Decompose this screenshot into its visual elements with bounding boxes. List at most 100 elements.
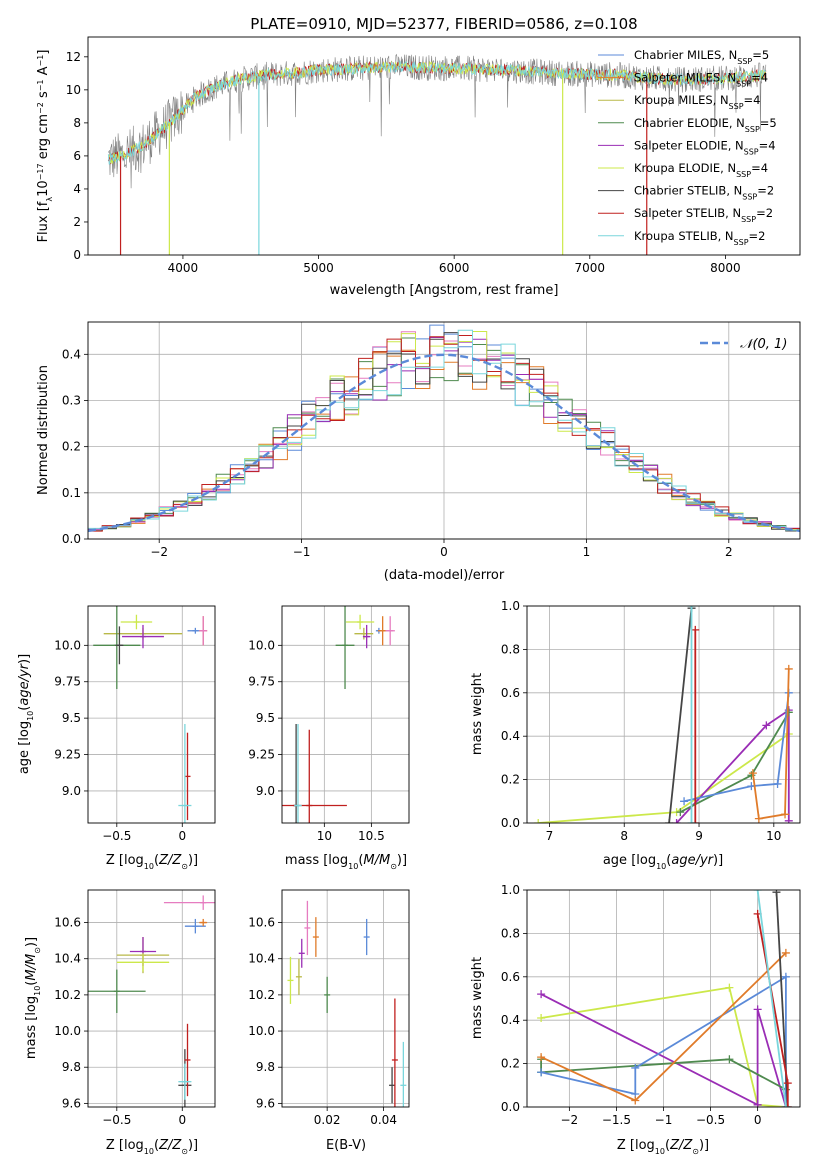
y-tick-label: 0.4 (501, 729, 520, 743)
x-tick-label: 8 (620, 829, 628, 843)
weight-marker (781, 1103, 790, 1107)
y-tick-label: 0.2 (62, 440, 81, 454)
axes-frame (281, 605, 410, 824)
y-tick-label: 0.8 (501, 642, 520, 656)
weight-marker (537, 1068, 546, 1077)
y-tick-label: 10.6 (54, 916, 81, 930)
legend-label: Chabrier ELODIE, NSSP=5 (634, 116, 777, 134)
weight-marker (537, 1053, 546, 1062)
legend-label: Chabrier MILES, NSSP=5 (634, 48, 769, 66)
panel-weight_vs_age: 7 8 9 10 0.0 0.2 0.4 0.6 0.8 1.0 (501, 599, 801, 843)
panel-mass_vs_Z: −0.5 0 9.6 9.8 10.0 10.2 10.4 10.6 (54, 889, 216, 1127)
axes-frame (87, 321, 801, 540)
spectrum-model-line (107, 59, 767, 165)
x-tick-label: −2 (561, 1113, 579, 1127)
weight-marker (762, 721, 771, 730)
y-tick-label: 9.0 (256, 784, 275, 798)
x-axis-label: mass [log10(M/M⊙)] (285, 853, 407, 871)
y-tick-label: 10.0 (248, 1024, 275, 1038)
y-tick-label: 0.3 (62, 393, 81, 407)
y-tick-label: 1.0 (501, 883, 520, 897)
x-tick-label: 0.04 (370, 1113, 397, 1127)
y-tick-label: 0.0 (62, 532, 81, 546)
y-tick-label: 9.0 (62, 784, 81, 798)
plot-area (93, 606, 208, 823)
y-tick-label: 10.0 (54, 1024, 81, 1038)
panel-mass_vs_ebv: 0.02 0.04 9.6 9.8 10.0 10.2 10.4 10.6 (248, 889, 410, 1127)
panel-residuals: −2 −1 0 1 2 0.0 0.1 0.2 0.3 0.4 (62, 321, 801, 559)
weight-marker (773, 779, 782, 788)
y-tick-label: 10 (66, 83, 81, 97)
y-tick-label: 8 (73, 116, 81, 130)
y-tick-label: 0.0 (501, 816, 520, 830)
panel-age_vs_Z: −0.5 0 9.0 9.25 9.5 9.75 10.0 (54, 605, 216, 843)
legend-label: 𝒩(0, 1) (740, 337, 787, 352)
x-axis-label: wavelength [Angstrom, rest frame] (330, 283, 559, 298)
weight-marker (691, 819, 700, 823)
x-tick-label: 5000 (303, 261, 334, 275)
y-tick-label: 1.0 (501, 599, 520, 613)
x-axis-label: (data-model)/error (384, 568, 505, 583)
legend-label: Kroupa MILES, NSSP=4 (634, 93, 760, 111)
weight-marker (665, 819, 674, 823)
plot-area (88, 895, 215, 1107)
x-tick-label: −0.5 (696, 1113, 725, 1127)
panel-weight_vs_Z: −2 −1.5 −1 −0.5 0 0.0 0.2 0.4 0.6 0.8 1.0 (501, 883, 801, 1127)
legend-label: Kroupa STELIB, NSSP=2 (634, 229, 765, 247)
x-axis-label: Z [log10(Z/Z⊙)] (106, 1138, 198, 1156)
weight-marker (772, 890, 781, 897)
y-tick-label: 0.2 (501, 1057, 520, 1071)
y-tick-label: 9.75 (54, 675, 81, 689)
legend-label: Salpeter STELIB, NSSP=2 (634, 206, 773, 224)
weight-marker (672, 819, 681, 823)
y-tick-label: 0.0 (501, 1100, 520, 1114)
x-tick-label: 7000 (575, 261, 606, 275)
histogram-step (88, 332, 800, 532)
plot-area (537, 890, 792, 1107)
x-tick-label: 9 (695, 829, 703, 843)
y-tick-label: 0.4 (62, 347, 81, 361)
normal-curve (88, 353, 800, 533)
y-axis-label: mass weight (470, 957, 485, 1039)
axes-frame (87, 605, 216, 824)
y-axis-label: mass [log10(M/M⊙)] (24, 937, 42, 1059)
y-tick-label: 0.2 (501, 773, 520, 787)
y-tick-label: 9.8 (256, 1060, 275, 1074)
panel-age_vs_mass: 10 10.5 9.0 9.25 9.5 9.75 10.0 (248, 605, 410, 843)
weight-marker (753, 1100, 762, 1107)
plot-area (88, 324, 800, 533)
y-tick-label: 10.2 (248, 988, 275, 1002)
y-tick-label: 12 (66, 50, 81, 64)
y-tick-label: 9.5 (62, 711, 81, 725)
axes-frame (526, 605, 801, 824)
histogram-step (88, 335, 800, 532)
plot-area (534, 606, 793, 823)
y-axis-label: mass weight (470, 673, 485, 755)
weight-marker (687, 606, 696, 610)
weight-marker (680, 797, 689, 806)
y-tick-label: 10.0 (248, 638, 275, 652)
y-tick-label: 0 (73, 248, 81, 262)
x-tick-label: 4000 (168, 261, 199, 275)
legend-label: Salpeter ELODIE, NSSP=4 (634, 138, 776, 156)
y-tick-label: 0.4 (501, 1013, 520, 1027)
plot-area (282, 606, 395, 823)
histogram-step (88, 329, 800, 531)
y-tick-label: 0.6 (501, 686, 520, 700)
weight-marker (687, 819, 696, 823)
weight-line (675, 708, 790, 823)
x-tick-label: 0 (178, 1113, 186, 1127)
x-tick-label: 10.5 (358, 829, 385, 843)
weight-marker (725, 1055, 734, 1064)
axes-frame (87, 889, 216, 1108)
y-tick-label: 10.6 (248, 916, 275, 930)
x-tick-label: −2 (150, 545, 168, 559)
y-tick-label: 4 (73, 182, 81, 196)
x-tick-label: −1 (293, 545, 311, 559)
y-axis-label: age [log10(age/yr)] (17, 654, 35, 774)
x-axis-label: age [log10(age/yr)] (603, 853, 723, 871)
weight-marker (537, 1014, 546, 1023)
y-tick-label: 9.8 (62, 1060, 81, 1074)
weight-marker (725, 983, 734, 992)
